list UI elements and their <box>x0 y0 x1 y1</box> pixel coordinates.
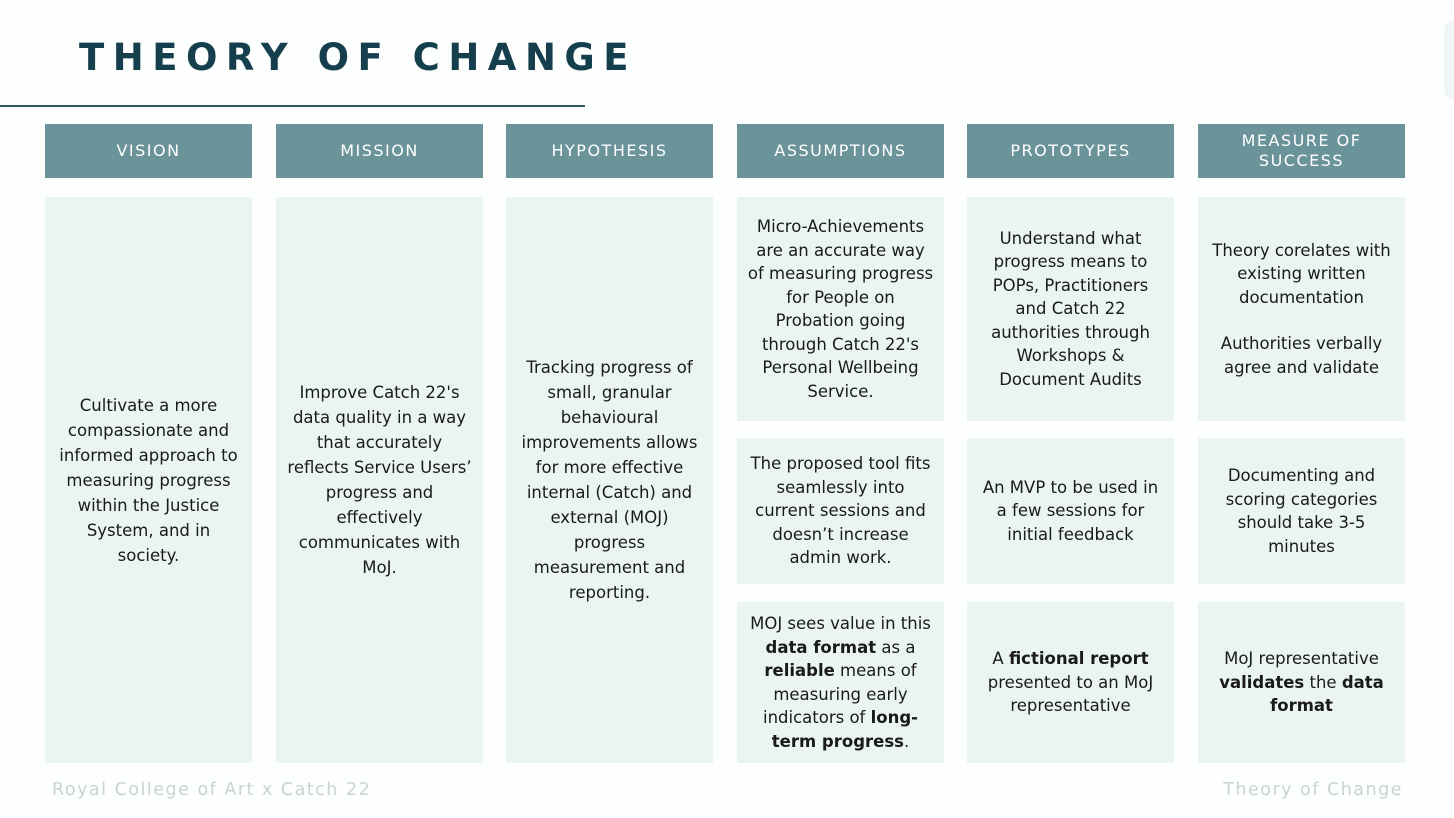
column-header-vision: VISION <box>45 124 252 178</box>
column-header-hypothesis: HYPOTHESIS <box>506 124 713 178</box>
column-header-mission: MISSION <box>276 124 483 178</box>
prototypes-card-2: An MVP to be used in a few sessions for … <box>967 438 1174 584</box>
mission-card-1: Improve Catch 22's data quality in a way… <box>276 197 483 763</box>
column-header-assumptions: ASSUMPTIONS <box>737 124 944 178</box>
prototypes-card-1: Understand what progress means to POPs, … <box>967 197 1174 421</box>
assumptions-card-3: MOJ sees value in this data format as a … <box>737 602 944 763</box>
card-text: Cultivate a more compassionate and infor… <box>59 395 238 565</box>
card-text: Tracking progress of small, granular beh… <box>521 358 698 602</box>
column-header-prototypes: PROTOTYPES <box>967 124 1174 178</box>
measure-of-success-card-3: MoJ representative validates the data fo… <box>1198 602 1405 763</box>
emphasis-text: validates <box>1219 672 1305 692</box>
column-header-measure-of-success: MEASURE OF SUCCESS <box>1198 124 1405 178</box>
card-text: Micro-Achievements are an accurate way o… <box>747 217 934 401</box>
card-text: Understand what progress means to POPs, … <box>991 228 1150 389</box>
title-underline <box>0 105 585 107</box>
card-text: MOJ sees value in this data format as a … <box>750 614 931 751</box>
prototypes-card-3: A fictional report presented to an MoJ r… <box>967 602 1174 763</box>
card-paragraph: Authorities verbally agree and validate <box>1220 334 1383 377</box>
footer-left: Royal College of Art x Catch 22 <box>52 780 372 800</box>
vision-card-1: Cultivate a more compassionate and infor… <box>45 197 252 763</box>
emphasis-text: data format <box>1270 672 1384 716</box>
emphasis-text: long-term progress <box>771 708 919 751</box>
measure-of-success-card-2: Documenting and scoring categories shoul… <box>1198 438 1405 584</box>
card-text: Theory corelates with existing written d… <box>1208 239 1395 380</box>
assumptions-card-2: The proposed tool fits seamlessly into c… <box>737 438 944 584</box>
emphasis-text: data format <box>765 637 877 657</box>
page-title: THEORY OF CHANGE <box>79 36 638 79</box>
edge-scroll-handle <box>1444 20 1454 100</box>
hypothesis-card-1: Tracking progress of small, granular beh… <box>506 197 713 763</box>
card-text: The proposed tool fits seamlessly into c… <box>750 454 931 568</box>
card-text: An MVP to be used in a few sessions for … <box>982 477 1159 544</box>
measure-of-success-card-1: Theory corelates with existing written d… <box>1198 197 1405 421</box>
card-text: Improve Catch 22's data quality in a way… <box>287 383 472 577</box>
card-text: A fictional report presented to an MoJ r… <box>987 649 1154 716</box>
card-text: Documenting and scoring categories shoul… <box>1225 466 1378 556</box>
assumptions-card-1: Micro-Achievements are an accurate way o… <box>737 197 944 421</box>
emphasis-text: fictional report <box>1008 649 1149 669</box>
emphasis-text: reliable <box>764 661 835 680</box>
footer-right: Theory of Change <box>1223 780 1403 800</box>
card-text: MoJ representative validates the data fo… <box>1219 649 1384 716</box>
